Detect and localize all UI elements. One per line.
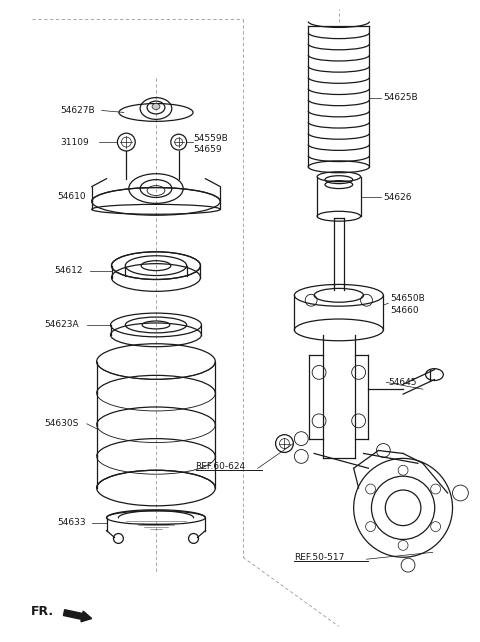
- Text: 54659: 54659: [193, 144, 222, 153]
- Text: 54627B: 54627B: [60, 106, 95, 115]
- Text: 54623A: 54623A: [44, 320, 79, 329]
- Text: 54626: 54626: [384, 193, 412, 202]
- Ellipse shape: [152, 103, 160, 110]
- Text: 54650B: 54650B: [390, 294, 425, 303]
- Text: 54610: 54610: [57, 192, 86, 201]
- Text: 54645: 54645: [388, 377, 417, 386]
- FancyArrow shape: [63, 610, 92, 621]
- Text: REF.60-624: REF.60-624: [195, 462, 246, 471]
- Text: REF.50-517: REF.50-517: [294, 553, 345, 562]
- Text: 54559B: 54559B: [193, 134, 228, 143]
- Text: 31109: 31109: [60, 137, 89, 146]
- Text: 54630S: 54630S: [44, 419, 79, 428]
- Text: 54612: 54612: [54, 266, 83, 275]
- Text: FR.: FR.: [30, 605, 54, 618]
- Text: 54633: 54633: [57, 518, 86, 527]
- Text: 54660: 54660: [390, 306, 419, 315]
- Text: 54625B: 54625B: [384, 93, 418, 102]
